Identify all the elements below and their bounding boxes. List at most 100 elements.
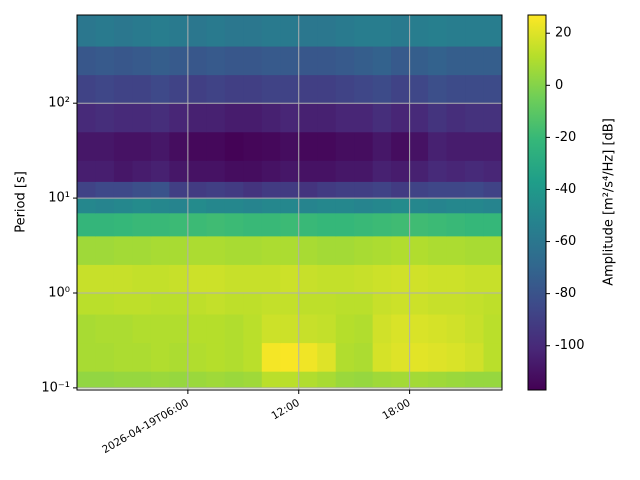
- heatmap-cell: [150, 342, 170, 372]
- heatmap-cell: [132, 181, 152, 199]
- heatmap-cell: [465, 131, 485, 161]
- heatmap-cell: [224, 74, 244, 104]
- heatmap-cell: [243, 46, 263, 76]
- x-tick-label: 12:00: [270, 397, 302, 423]
- heatmap-cell: [317, 264, 337, 294]
- heatmap-cell: [483, 46, 503, 76]
- heatmap-cell: [354, 198, 374, 214]
- heatmap-cell: [446, 46, 466, 76]
- heatmap-cell: [243, 212, 263, 237]
- heatmap-cell: [335, 342, 355, 372]
- heatmap-cell: [335, 198, 355, 214]
- heatmap-cell: [243, 160, 263, 182]
- heatmap-cell: [187, 371, 207, 389]
- heatmap-cell: [483, 212, 503, 237]
- heatmap-cell: [446, 264, 466, 294]
- heatmap-cell: [391, 292, 411, 315]
- heatmap-cell: [280, 15, 300, 47]
- heatmap-cell: [483, 181, 503, 199]
- heatmap-cell: [224, 264, 244, 294]
- heatmap-cell: [224, 160, 244, 182]
- heatmap-cell: [335, 131, 355, 161]
- heatmap-cell: [224, 131, 244, 161]
- heatmap-cell: [243, 264, 263, 294]
- heatmap-cell: [132, 212, 152, 237]
- heatmap-cell: [428, 264, 448, 294]
- heatmap-cell: [169, 342, 189, 372]
- heatmap-cell: [372, 235, 392, 265]
- heatmap-cell: [77, 15, 96, 47]
- heatmap-cell: [298, 292, 318, 315]
- heatmap-cell: [187, 264, 207, 294]
- heatmap-cell: [446, 212, 466, 237]
- heatmap-cell: [113, 264, 133, 294]
- heatmap-cell: [113, 15, 133, 47]
- heatmap-cell: [280, 314, 300, 344]
- heatmap-cell: [187, 314, 207, 344]
- heatmap-cell: [113, 160, 133, 182]
- heatmap-cell: [95, 160, 115, 182]
- heatmap-cell: [132, 371, 152, 389]
- heatmap-cell: [206, 235, 226, 265]
- heatmap-cell: [391, 198, 411, 214]
- heatmap-cell: [169, 181, 189, 199]
- heatmap-cell: [95, 103, 115, 133]
- heatmap-cell: [280, 235, 300, 265]
- heatmap-cell: [428, 198, 448, 214]
- heatmap-cell: [335, 46, 355, 76]
- heatmap-cell: [132, 314, 152, 344]
- heatmap-cell: [354, 212, 374, 237]
- heatmap-cell: [409, 131, 429, 161]
- heatmap-cell: [335, 292, 355, 315]
- heatmap-cell: [483, 160, 503, 182]
- heatmap-cell: [113, 103, 133, 133]
- heatmap-cell: [113, 292, 133, 315]
- heatmap-cell: [206, 342, 226, 372]
- heatmap-cell: [169, 15, 189, 47]
- heatmap-cell: [298, 314, 318, 344]
- heatmap-cell: [77, 131, 96, 161]
- heatmap-cell: [280, 292, 300, 315]
- heatmap-cell: [95, 198, 115, 214]
- heatmap-cell: [298, 131, 318, 161]
- heatmap-cell: [391, 342, 411, 372]
- heatmap-cell: [298, 46, 318, 76]
- heatmap-cell: [317, 46, 337, 76]
- heatmap-cell: [354, 160, 374, 182]
- heatmap-cell: [113, 314, 133, 344]
- heatmap-cell: [113, 181, 133, 199]
- heatmap-cell: [428, 160, 448, 182]
- heatmap-cell: [298, 198, 318, 214]
- heatmap-cell: [77, 160, 96, 182]
- heatmap-cell: [77, 292, 96, 315]
- heatmap-cell: [428, 371, 448, 389]
- heatmap-cell: [317, 74, 337, 104]
- heatmap-cell: [317, 15, 337, 47]
- heatmap-cell: [169, 292, 189, 315]
- heatmap-cell: [224, 198, 244, 214]
- heatmap-cell: [113, 342, 133, 372]
- heatmap-cell: [317, 342, 337, 372]
- y-tick-label: 10²: [48, 96, 70, 111]
- heatmap-cell: [280, 74, 300, 104]
- heatmap-cell: [113, 371, 133, 389]
- heatmap-cell: [391, 264, 411, 294]
- heatmap-cell: [243, 292, 263, 315]
- heatmap-cell: [187, 292, 207, 315]
- heatmap-cell: [391, 371, 411, 389]
- heatmap-cell: [317, 292, 337, 315]
- heatmap-cell: [354, 46, 374, 76]
- heatmap-cell: [206, 314, 226, 344]
- heatmap-cell: [113, 131, 133, 161]
- heatmap-cell: [132, 74, 152, 104]
- heatmap-cell: [446, 160, 466, 182]
- heatmap-cell: [317, 314, 337, 344]
- heatmap-cell: [261, 198, 281, 214]
- heatmap-cell: [391, 15, 411, 47]
- heatmap-cell: [77, 198, 96, 214]
- heatmap-cell: [391, 314, 411, 344]
- heatmap-cell: [372, 15, 392, 47]
- heatmap-cell: [391, 212, 411, 237]
- heatmap-cell: [335, 371, 355, 389]
- heatmap-cell: [150, 264, 170, 294]
